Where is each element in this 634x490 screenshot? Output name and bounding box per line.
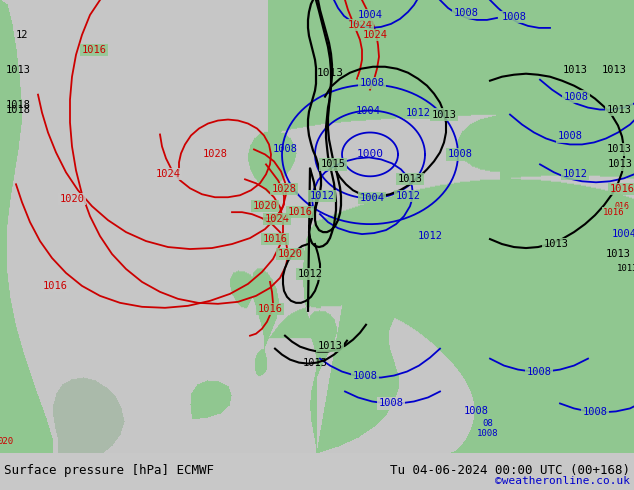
Text: 1008: 1008 xyxy=(448,149,472,159)
Text: 1008: 1008 xyxy=(359,78,384,88)
Text: 1012: 1012 xyxy=(418,231,443,241)
Text: 020: 020 xyxy=(0,437,13,446)
Text: 1013: 1013 xyxy=(605,249,630,259)
Text: 1013: 1013 xyxy=(562,65,588,75)
Text: 1008: 1008 xyxy=(273,145,297,154)
Text: 1008: 1008 xyxy=(378,398,403,409)
Text: 1013: 1013 xyxy=(543,239,569,249)
Text: 1020: 1020 xyxy=(60,194,84,204)
Text: 12: 12 xyxy=(16,30,29,40)
Text: 1000: 1000 xyxy=(356,149,384,159)
Text: 1024: 1024 xyxy=(363,30,387,40)
Text: 1008: 1008 xyxy=(583,407,607,417)
Text: 1013: 1013 xyxy=(607,104,631,115)
Text: 1008: 1008 xyxy=(526,367,552,377)
Text: 016: 016 xyxy=(614,202,630,211)
Text: 1028: 1028 xyxy=(202,149,228,159)
Text: 1016: 1016 xyxy=(287,207,313,217)
Text: ©weatheronline.co.uk: ©weatheronline.co.uk xyxy=(495,476,630,486)
Text: 1016: 1016 xyxy=(42,281,67,291)
Text: 1016: 1016 xyxy=(609,184,634,194)
Text: 1016: 1016 xyxy=(257,304,283,314)
Text: 1008: 1008 xyxy=(477,429,499,438)
Text: 1012: 1012 xyxy=(297,269,323,279)
Text: 1004: 1004 xyxy=(356,105,380,116)
Text: 08: 08 xyxy=(482,419,493,428)
Text: 1012: 1012 xyxy=(396,191,420,201)
Text: 1013: 1013 xyxy=(302,358,328,368)
Text: 1008: 1008 xyxy=(463,406,489,416)
Text: 1028: 1028 xyxy=(271,184,297,194)
Text: 1008: 1008 xyxy=(501,12,526,22)
Text: 1012: 1012 xyxy=(406,108,430,118)
Text: 1020: 1020 xyxy=(252,201,278,211)
Text: 1015: 1015 xyxy=(321,159,346,170)
Text: 1013: 1013 xyxy=(6,65,30,75)
Text: 1024: 1024 xyxy=(264,214,290,224)
Text: 1004: 1004 xyxy=(359,193,384,203)
Text: 1008: 1008 xyxy=(557,131,583,142)
Text: 1013: 1013 xyxy=(398,174,422,184)
Text: 1008: 1008 xyxy=(564,92,588,101)
Text: 1008: 1008 xyxy=(453,8,479,18)
Text: 1016: 1016 xyxy=(262,234,287,244)
Text: 1024: 1024 xyxy=(155,170,181,179)
Text: 1018: 1018 xyxy=(6,99,30,110)
Text: 1013: 1013 xyxy=(318,341,342,351)
Text: 1013: 1013 xyxy=(607,159,633,170)
Text: 1004: 1004 xyxy=(358,10,382,20)
Text: 1024: 1024 xyxy=(347,20,373,30)
Text: 1016: 1016 xyxy=(82,45,107,55)
Text: 1012: 1012 xyxy=(562,170,588,179)
Text: 1020: 1020 xyxy=(278,249,302,259)
Text: 1013: 1013 xyxy=(618,265,634,273)
Text: 1008: 1008 xyxy=(353,370,377,381)
Text: 1018: 1018 xyxy=(6,104,30,115)
Text: 1012: 1012 xyxy=(309,191,335,201)
Text: 1013: 1013 xyxy=(607,145,631,154)
Text: Surface pressure [hPa] ECMWF: Surface pressure [hPa] ECMWF xyxy=(4,464,214,477)
Text: 1013: 1013 xyxy=(432,110,456,120)
Text: 1013: 1013 xyxy=(316,68,344,78)
Text: Tu 04-06-2024 00:00 UTC (00+168): Tu 04-06-2024 00:00 UTC (00+168) xyxy=(390,464,630,477)
Text: 1004: 1004 xyxy=(612,229,634,239)
Text: 1016: 1016 xyxy=(603,208,624,217)
Text: 1013: 1013 xyxy=(602,65,626,75)
